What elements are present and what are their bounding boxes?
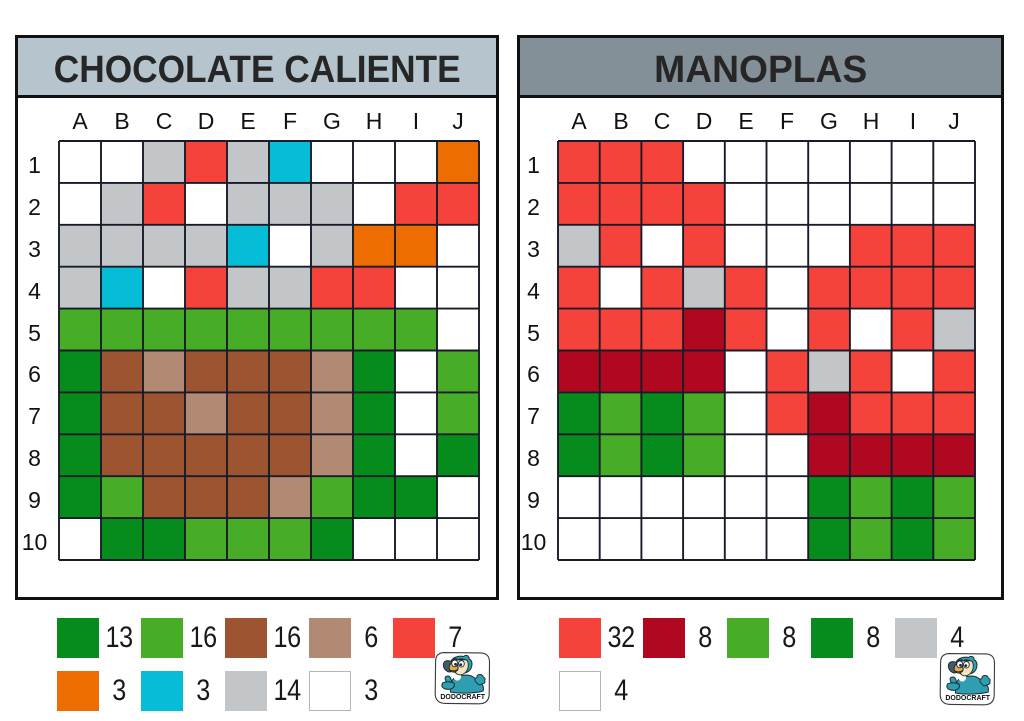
- svg-text:DODOCRAFT: DODOCRAFT: [945, 695, 990, 702]
- svg-text:DODOCRAFT: DODOCRAFT: [440, 694, 485, 701]
